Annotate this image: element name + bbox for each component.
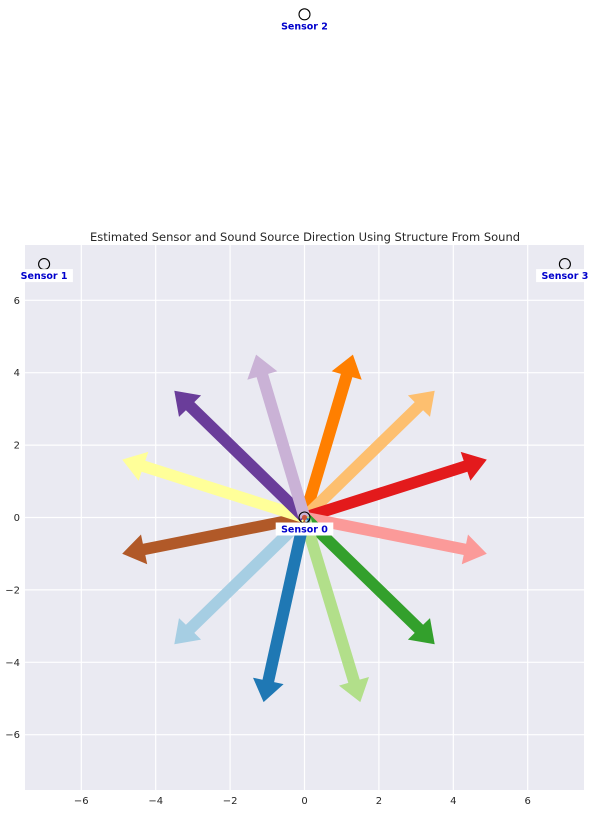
axis-ticks: −6 −4 −2 0 2 4 6 −6 −4 −2 0 2 4 6: [5, 296, 531, 807]
direction-arrow: [253, 516, 311, 703]
x-tick-label: −4: [148, 796, 163, 807]
direction-arrows: [122, 354, 487, 703]
direction-arrow: [298, 515, 369, 703]
direction-arrow: [300, 390, 435, 522]
sensor-label: Sensor 2: [281, 21, 328, 32]
sensor-label-box: [275, 522, 334, 536]
sensor-label: Sensor 3: [541, 271, 588, 282]
sensor-center-dot: [301, 514, 308, 521]
x-tick-label: 4: [450, 796, 456, 807]
sensor-label: Sensor 0: [281, 525, 328, 536]
direction-arrow: [122, 451, 307, 523]
sensor-label-box: [15, 269, 73, 283]
direction-arrow: [122, 511, 306, 565]
chart-title: Estimated Sensor and Sound Source Direct…: [90, 230, 520, 244]
y-tick-label: 2: [14, 441, 20, 452]
direction-arrow: [300, 513, 435, 645]
direction-arrow: [302, 451, 487, 523]
direction-arrow: [174, 390, 309, 522]
sensors: Sensor 0 Sensor 1 Sensor 2 Sensor 3: [15, 8, 591, 536]
sensor-marker: [298, 8, 311, 21]
sensor-label-box: [536, 269, 591, 283]
y-tick-label: −4: [5, 658, 20, 669]
direction-arrow: [303, 511, 487, 565]
direction-arrow: [298, 354, 362, 520]
y-tick-label: 0: [14, 513, 20, 524]
x-tick-label: 0: [301, 796, 307, 807]
y-tick-label: −6: [5, 730, 20, 741]
direction-arrow: [174, 513, 309, 645]
y-tick-label: 6: [14, 296, 20, 307]
sensor-label: Sensor 1: [21, 271, 68, 282]
x-tick-label: 6: [525, 796, 531, 807]
x-tick-label: −2: [223, 796, 238, 807]
y-tick-label: 4: [14, 368, 20, 379]
x-tick-label: −6: [74, 796, 89, 807]
x-tick-label: 2: [376, 796, 382, 807]
direction-arrow: [247, 354, 311, 520]
y-tick-label: −2: [5, 585, 20, 596]
